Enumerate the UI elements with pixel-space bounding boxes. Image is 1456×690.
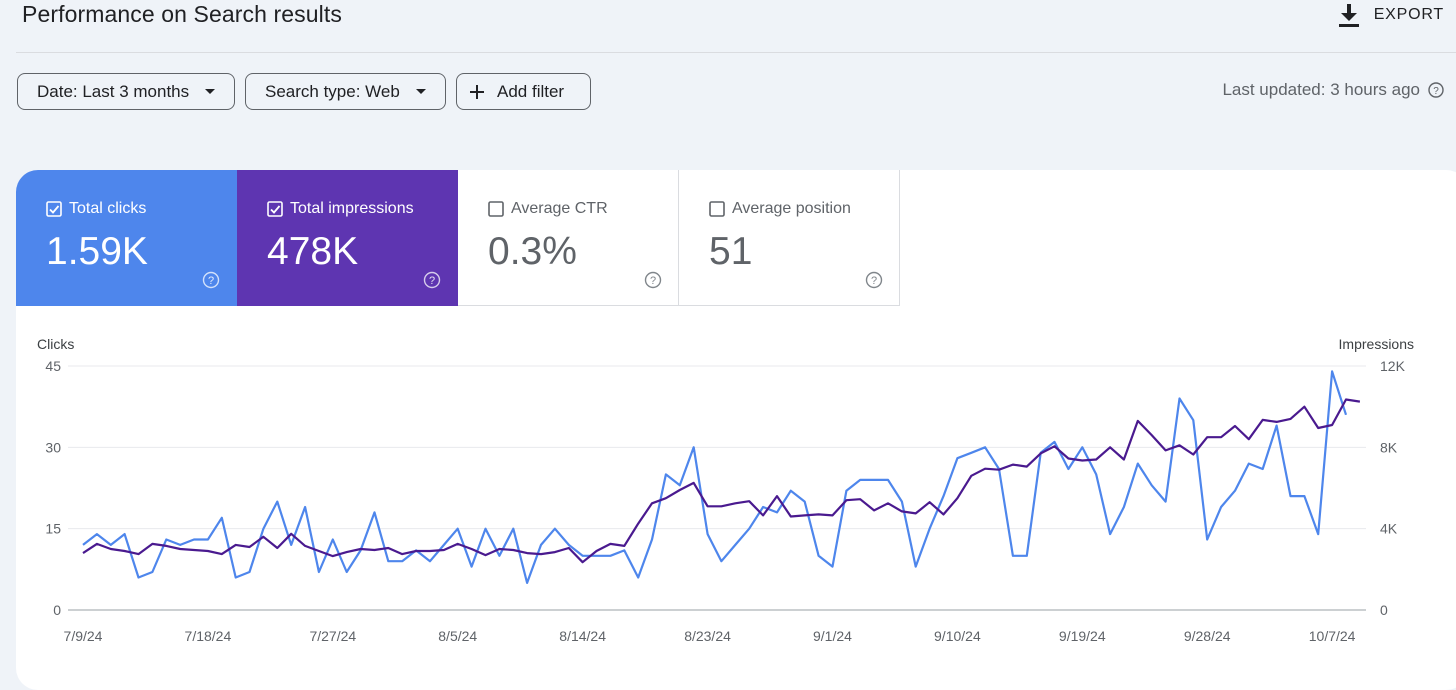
left-axis-tick: 45 (45, 358, 61, 374)
left-axis-tick: 0 (53, 602, 61, 618)
svg-text:?: ? (871, 275, 877, 287)
x-axis-tick: 8/23/24 (684, 628, 731, 644)
x-axis-tick: 8/5/24 (438, 628, 477, 644)
metric-value: 1.59K (46, 230, 148, 273)
header-divider (16, 52, 1456, 53)
search-type-label: Search type: Web (265, 81, 400, 101)
right-axis-title: Impressions (1339, 336, 1414, 352)
left-axis-tick: 30 (45, 439, 61, 455)
svg-text:?: ? (429, 275, 435, 287)
x-axis-tick: 9/10/24 (934, 628, 981, 644)
caret-down-icon (415, 89, 426, 94)
right-axis-tick: 0 (1380, 602, 1388, 618)
metric-total-clicks[interactable]: Total clicks 1.59K ? (16, 170, 237, 306)
add-filter-label: Add filter (497, 81, 565, 101)
clicks-series-line (82, 370, 1348, 584)
metric-tabs: Total clicks 1.59K ? Total impressions 4… (16, 170, 900, 306)
svg-text:?: ? (208, 275, 214, 287)
metric-label: Total impressions (290, 200, 414, 217)
x-axis-tick: 10/7/24 (1309, 628, 1356, 644)
x-axis-tick: 7/27/24 (309, 628, 356, 644)
page-title: Performance on Search results (22, 1, 342, 27)
x-axis-tick: 9/1/24 (813, 628, 852, 644)
checkbox-checked-icon[interactable] (46, 201, 62, 217)
help-circle-icon[interactable]: ? (865, 271, 883, 289)
help-circle-icon[interactable]: ? (423, 271, 441, 289)
search-type-filter-chip[interactable]: Search type: Web (245, 73, 446, 110)
x-axis-tick: 7/9/24 (64, 628, 103, 644)
help-circle-icon[interactable]: ? (1428, 82, 1444, 98)
export-label: EXPORT (1373, 6, 1444, 23)
metric-label: Total clicks (69, 200, 147, 217)
metric-total-impressions[interactable]: Total impressions 478K ? (237, 170, 458, 306)
x-axis-tick: 9/19/24 (1059, 628, 1106, 644)
last-updated: Last updated: 3 hours ago ? (1222, 80, 1444, 100)
x-axis-tick: 7/18/24 (185, 628, 232, 644)
help-circle-icon[interactable]: ? (644, 271, 662, 289)
svg-text:?: ? (650, 275, 656, 287)
date-filter-label: Date: Last 3 months (37, 81, 190, 101)
x-axis-tick: 9/28/24 (1184, 628, 1231, 644)
add-filter-button[interactable]: Add filter (456, 73, 591, 110)
metric-value: 478K (267, 230, 359, 273)
right-axis-tick: 12K (1380, 358, 1406, 374)
metric-average-ctr[interactable]: Average CTR 0.3% ? (458, 170, 679, 306)
metric-value: 0.3% (488, 230, 577, 273)
filter-bar: Date: Last 3 months Search type: Web Add… (17, 73, 591, 110)
help-circle-icon[interactable]: ? (202, 271, 220, 289)
right-axis-tick: 8K (1380, 439, 1398, 455)
checkbox-checked-icon[interactable] (267, 201, 283, 217)
performance-card: Total clicks 1.59K ? Total impressions 4… (16, 170, 1456, 690)
plus-icon (470, 84, 484, 99)
checkbox-unchecked-icon[interactable] (488, 201, 504, 217)
metric-value: 51 (709, 230, 753, 273)
date-filter-chip[interactable]: Date: Last 3 months (17, 73, 235, 110)
svg-text:?: ? (1433, 86, 1439, 97)
left-axis-title: Clicks (37, 336, 74, 352)
metric-label: Average position (732, 200, 851, 217)
caret-down-icon (205, 89, 216, 94)
right-axis-tick: 4K (1380, 521, 1398, 537)
metric-average-position[interactable]: Average position 51 ? (679, 170, 900, 306)
last-updated-text: Last updated: 3 hours ago (1222, 80, 1420, 99)
left-axis-tick: 15 (45, 521, 61, 537)
metric-label: Average CTR (511, 200, 608, 217)
checkbox-unchecked-icon[interactable] (709, 201, 725, 217)
download-icon (1338, 4, 1359, 27)
x-axis-tick: 8/14/24 (559, 628, 606, 644)
export-button[interactable]: EXPORT (1338, 0, 1444, 30)
impressions-series-line (82, 398, 1361, 564)
